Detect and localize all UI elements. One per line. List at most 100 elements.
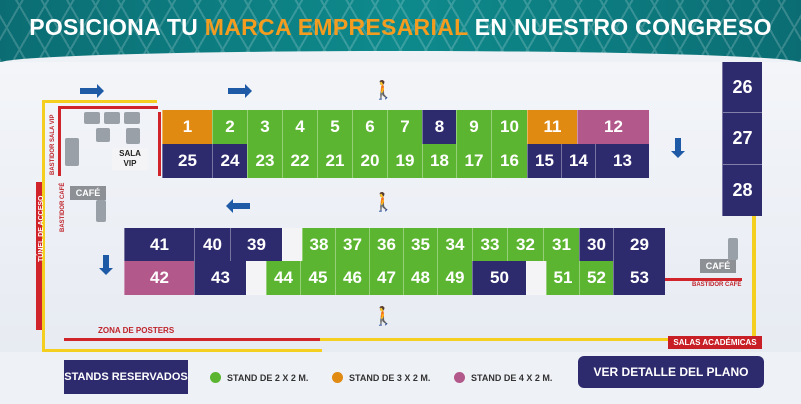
stand-3[interactable]: 3	[247, 110, 282, 144]
stand-53[interactable]: 53	[613, 261, 665, 295]
stand-8[interactable]: 8	[422, 110, 456, 144]
stand-11[interactable]: 11	[527, 110, 577, 144]
stand-6[interactable]: 6	[352, 110, 387, 144]
stand-35[interactable]: 35	[403, 228, 437, 261]
vip-sofa	[65, 138, 79, 166]
stand-46[interactable]: 46	[335, 261, 369, 295]
stand-36[interactable]: 36	[369, 228, 403, 261]
legend-green-dot	[210, 372, 221, 383]
stand-32[interactable]: 32	[507, 228, 543, 261]
route-line-left	[42, 100, 45, 352]
stand-42[interactable]: 42	[124, 261, 194, 295]
stand-31[interactable]: 31	[543, 228, 579, 261]
cafe-right-bar	[664, 278, 742, 281]
stand-48[interactable]: 48	[403, 261, 437, 295]
stand-50[interactable]: 50	[472, 261, 526, 295]
stand-44[interactable]: 44	[266, 261, 300, 295]
stand-45[interactable]: 45	[300, 261, 335, 295]
route-line-bottom-right	[320, 338, 760, 341]
page-title: POSICIONA TU MARCA EMPRESARIAL EN NUESTR…	[29, 14, 772, 40]
bastidor-cafe-left-label: BASTIDOR CAFÉ	[60, 182, 66, 232]
stand-43[interactable]: 43	[194, 261, 246, 295]
bastidor-cafe-right-label: BASTIDOR CAFÉ	[692, 282, 742, 288]
stand-29[interactable]: 29	[613, 228, 665, 261]
stand-40[interactable]: 40	[194, 228, 230, 261]
route-line-right	[752, 216, 756, 340]
tunel-de-acceso-label: TÚNEL DE ACCESO	[38, 195, 45, 262]
vip-chair-1	[84, 112, 100, 124]
stand-9[interactable]: 9	[456, 110, 491, 144]
route-line-bottom	[42, 349, 322, 352]
stand-34[interactable]: 34	[437, 228, 472, 261]
flow-arrow-down-icon	[99, 255, 113, 275]
vip-divider	[58, 106, 158, 109]
vip-chair-4	[126, 128, 140, 144]
gap-row4-b	[526, 261, 546, 295]
stand-39[interactable]: 39	[230, 228, 282, 261]
stand-15[interactable]: 15	[527, 144, 561, 178]
stand-27[interactable]: 27	[722, 112, 762, 164]
stand-41[interactable]: 41	[124, 228, 194, 261]
pedestrian-icon: 🚶	[372, 80, 395, 100]
stand-25[interactable]: 25	[162, 144, 212, 178]
stand-10[interactable]: 10	[491, 110, 527, 144]
view-plan-detail-button[interactable]: VER DETALLE DEL PLANO	[578, 356, 764, 388]
stand-block-bar	[158, 112, 161, 176]
vip-chair-3	[124, 112, 140, 124]
sala-vip-label: SALA VIP	[112, 148, 148, 170]
stand-16[interactable]: 16	[491, 144, 527, 178]
pedestrian-icon: 🚶	[372, 306, 395, 326]
stand-24[interactable]: 24	[212, 144, 247, 178]
title-highlight: MARCA EMPRESARIAL	[204, 14, 469, 40]
flow-arrow-right-icon	[80, 84, 104, 98]
stand-4[interactable]: 4	[282, 110, 317, 144]
tunnel-bar	[36, 182, 42, 330]
stand-47[interactable]: 47	[369, 261, 403, 295]
stand-52[interactable]: 52	[579, 261, 613, 295]
salas-academicas-label[interactable]: SALAS ACADÉMICAS	[668, 336, 762, 349]
zona-de-posters-label: ZONA DE POSTERS	[98, 326, 175, 335]
stand-7[interactable]: 7	[387, 110, 422, 144]
legend-2x2-label: STAND DE 2 X 2 M.	[227, 373, 309, 383]
stand-21[interactable]: 21	[317, 144, 352, 178]
stand-14[interactable]: 14	[561, 144, 595, 178]
stand-17[interactable]: 17	[456, 144, 491, 178]
cafe-right: CAFÉ	[700, 259, 736, 273]
stand-30[interactable]: 30	[579, 228, 613, 261]
zona-de-posters-bar	[64, 338, 320, 341]
cafe-left-counter	[96, 200, 106, 222]
legend-4x2-label: STAND DE 4 X 2 M.	[471, 373, 553, 383]
vip-side-bar	[58, 106, 61, 176]
legend-orange-dot	[332, 372, 343, 383]
vip-chair-2	[104, 112, 120, 124]
stand-12[interactable]: 12	[577, 110, 649, 144]
flow-arrow-left-icon	[226, 199, 250, 213]
stand-18[interactable]: 18	[422, 144, 456, 178]
route-line-top-left	[42, 100, 157, 103]
stand-26[interactable]: 26	[722, 62, 762, 112]
legend-pink-dot	[454, 372, 465, 383]
stand-23[interactable]: 23	[247, 144, 282, 178]
flow-arrow-down-icon	[671, 138, 685, 158]
stand-1[interactable]: 1	[162, 110, 212, 144]
stand-49[interactable]: 49	[437, 261, 472, 295]
stand-2[interactable]: 2	[212, 110, 247, 144]
stand-51[interactable]: 51	[546, 261, 579, 295]
stand-5[interactable]: 5	[317, 110, 352, 144]
cafe-right-counter	[728, 238, 738, 260]
stand-20[interactable]: 20	[352, 144, 387, 178]
stand-37[interactable]: 37	[335, 228, 369, 261]
reserved-stands-legend: STANDS RESERVADOS	[64, 360, 188, 394]
stand-22[interactable]: 22	[282, 144, 317, 178]
bastidor-sala-vip-label: BASTIDOR SALA VIP	[50, 114, 56, 175]
gap-row3-a	[282, 228, 302, 261]
stand-28[interactable]: 28	[722, 164, 762, 216]
header-wave	[0, 51, 801, 63]
stand-33[interactable]: 33	[472, 228, 507, 261]
header-banner: POSICIONA TU MARCA EMPRESARIAL EN NUESTR…	[0, 0, 801, 63]
stand-13[interactable]: 13	[595, 144, 649, 178]
pedestrian-icon: 🚶	[372, 192, 395, 212]
stand-19[interactable]: 19	[387, 144, 422, 178]
stand-38[interactable]: 38	[302, 228, 335, 261]
flow-arrow-right-icon	[228, 84, 252, 98]
